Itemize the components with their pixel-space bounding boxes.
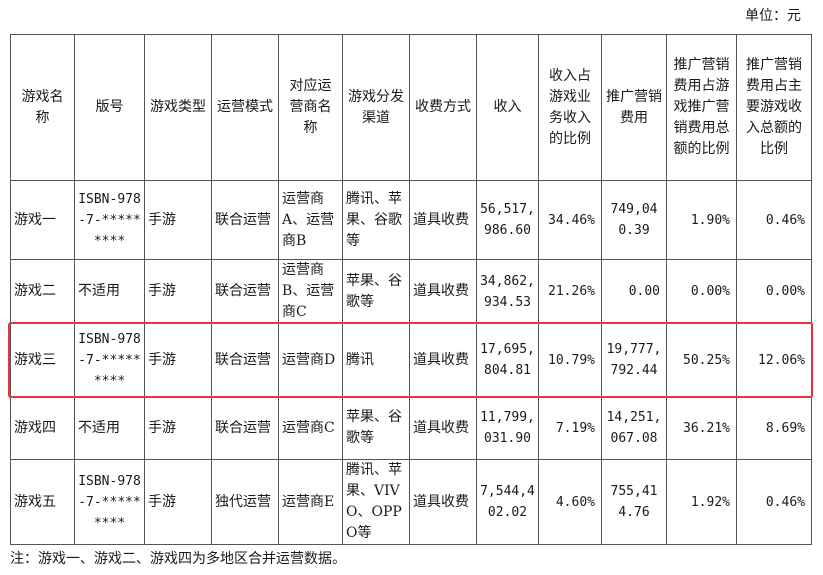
cell-promo-revenue-ratio: 8.69% [736, 396, 812, 460]
cell-isbn: ISBN-978-7-********* [74, 323, 145, 397]
cell-promo-cost: 19,777,792.44 [601, 323, 667, 397]
header-game-name: 游戏名称 [10, 34, 75, 181]
table-row-highlighted: 游戏三 ISBN-978-7-********* 手游 联合运营 运营商D 腾讯… [10, 323, 812, 397]
cell-channel: 腾讯、苹果、VIVO、OPPO等 [342, 459, 410, 545]
cell-operator: 运营商B、运营商C [278, 259, 343, 324]
header-promo-cost: 推广营销费用 [601, 34, 667, 181]
cell-game-type: 手游 [144, 396, 212, 460]
table-footnote: 注：游戏一、游戏二、游戏四为多地区合并运营数据。 [10, 551, 346, 567]
cell-channel: 苹果、谷歌等 [342, 396, 410, 460]
cell-operator: 运营商C [278, 396, 343, 460]
cell-channel: 腾讯、苹果、谷歌等 [342, 180, 410, 260]
cell-fee-method: 道具收费 [409, 259, 477, 324]
cell-channel: 腾讯 [342, 323, 410, 397]
header-game-type: 游戏类型 [144, 34, 212, 181]
cell-fee-method: 道具收费 [409, 180, 477, 260]
cell-promo-revenue-ratio: 0.46% [736, 180, 812, 260]
cell-game-name: 游戏一 [10, 180, 75, 260]
cell-game-type: 手游 [144, 459, 212, 545]
cell-promo-ratio: 1.90% [666, 180, 737, 260]
cell-isbn: 不适用 [74, 396, 145, 460]
cell-revenue: 56,517,986.60 [476, 180, 539, 260]
table-row: 游戏二 不适用 手游 联合运营 运营商B、运营商C 苹果、谷歌等 道具收费 34… [10, 259, 812, 324]
cell-revenue: 17,695,804.81 [476, 323, 539, 397]
cell-channel: 苹果、谷歌等 [342, 259, 410, 324]
cell-isbn: 不适用 [74, 259, 145, 324]
header-isbn: 版号 [74, 34, 145, 181]
table-row: 游戏四 不适用 手游 联合运营 运营商C 苹果、谷歌等 道具收费 11,799,… [10, 396, 812, 460]
cell-operation-mode: 联合运营 [211, 180, 279, 260]
cell-promo-revenue-ratio: 0.46% [736, 459, 812, 545]
cell-game-type: 手游 [144, 180, 212, 260]
cell-operator: 运营商E [278, 459, 343, 545]
cell-operation-mode: 联合运营 [211, 396, 279, 460]
cell-revenue-ratio: 4.60% [538, 459, 602, 545]
header-operator: 对应运营商名称 [278, 34, 343, 181]
cell-promo-ratio: 0.00% [666, 259, 737, 324]
cell-promo-cost: 749,040.39 [601, 180, 667, 260]
cell-game-name: 游戏二 [10, 259, 75, 324]
cell-promo-cost: 755,414.76 [601, 459, 667, 545]
cell-promo-ratio: 36.21% [666, 396, 737, 460]
cell-revenue: 7,544,402.02 [476, 459, 539, 545]
cell-promo-revenue-ratio: 0.00% [736, 259, 812, 324]
cell-promo-ratio: 1.92% [666, 459, 737, 545]
cell-revenue-ratio: 34.46% [538, 180, 602, 260]
cell-isbn: ISBN-978-7-********* [74, 459, 145, 545]
cell-promo-cost: 0.00 [601, 259, 667, 324]
cell-isbn: ISBN-978-7-********* [74, 180, 145, 260]
header-channel: 游戏分发渠道 [342, 34, 410, 181]
cell-revenue-ratio: 21.26% [538, 259, 602, 324]
cell-game-name: 游戏三 [10, 323, 75, 397]
cell-operation-mode: 独代运营 [211, 459, 279, 545]
cell-promo-cost: 14,251,067.08 [601, 396, 667, 460]
header-promo-revenue-ratio: 推广营销费用占主要游戏收入总额的比例 [736, 34, 812, 181]
cell-game-name: 游戏四 [10, 396, 75, 460]
cell-operator: 运营商D [278, 323, 343, 397]
cell-revenue: 34,862,934.53 [476, 259, 539, 324]
game-revenue-table: 游戏名称 版号 游戏类型 运营模式 对应运营商名称 游戏分发渠道 收费方式 收入… [10, 34, 812, 545]
cell-promo-revenue-ratio: 12.06% [736, 323, 812, 397]
header-operation-mode: 运营模式 [211, 34, 279, 181]
cell-game-name: 游戏五 [10, 459, 75, 545]
header-promo-ratio: 推广营销费用占游戏推广营销费用总额的比例 [666, 34, 737, 181]
table-header-row: 游戏名称 版号 游戏类型 运营模式 对应运营商名称 游戏分发渠道 收费方式 收入… [10, 34, 812, 181]
header-revenue-ratio: 收入占游戏业务收入的比例 [538, 34, 602, 181]
cell-revenue-ratio: 10.79% [538, 323, 602, 397]
cell-promo-ratio: 50.25% [666, 323, 737, 397]
cell-revenue: 11,799,031.90 [476, 396, 539, 460]
cell-revenue-ratio: 7.19% [538, 396, 602, 460]
header-fee-method: 收费方式 [409, 34, 477, 181]
cell-operation-mode: 联合运营 [211, 259, 279, 324]
cell-game-type: 手游 [144, 259, 212, 324]
header-revenue: 收入 [476, 34, 539, 181]
cell-fee-method: 道具收费 [409, 459, 477, 545]
cell-game-type: 手游 [144, 323, 212, 397]
table-row: 游戏一 ISBN-978-7-********* 手游 联合运营 运营商A、运营… [10, 180, 812, 260]
cell-operation-mode: 联合运营 [211, 323, 279, 397]
cell-fee-method: 道具收费 [409, 396, 477, 460]
unit-label: 单位：元 [745, 8, 801, 24]
cell-fee-method: 道具收费 [409, 323, 477, 397]
cell-operator: 运营商A、运营商B [278, 180, 343, 260]
table-row: 游戏五 ISBN-978-7-********* 手游 独代运营 运营商E 腾讯… [10, 459, 812, 545]
